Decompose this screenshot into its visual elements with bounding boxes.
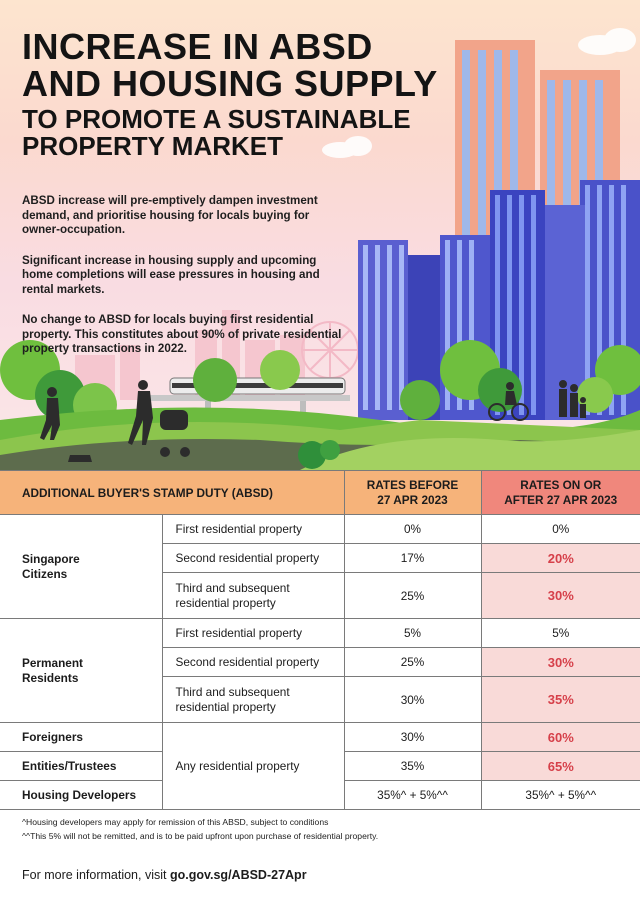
rate-before: 17% [343, 543, 482, 573]
table-header-label: ADDITIONAL BUYER'S STAMP DUTY (ABSD) [0, 470, 345, 515]
intro-paragraph: ABSD increase will pre-emptively dampen … [22, 194, 318, 236]
rate-before: 25% [343, 572, 482, 619]
intro-paragraph: No change to ABSD for locals buying firs… [22, 313, 342, 355]
table-row: Second residential property 17% 20% [0, 543, 640, 573]
table-row: Second residential property 25% 30% [0, 647, 640, 677]
hero-banner: INCREASE IN ABSD AND HOUSING SUPPLY TO P… [0, 0, 640, 470]
property-type: Third and subsequent residential propert… [161, 572, 345, 619]
intro-paragraph: Significant increase in housing supply a… [22, 253, 320, 296]
category-singapore-citizens: Singapore Citizens [0, 514, 163, 619]
header-before-line2: 27 APR 2023 [377, 492, 448, 507]
rate-before: 0% [343, 514, 482, 544]
footer: For more information, visit go.gov.sg/AB… [22, 868, 307, 882]
property-type: First residential property [161, 618, 345, 648]
category-line1: Singapore [22, 551, 80, 566]
table-row: Foreigners Any residential property 30% … [0, 722, 640, 810]
rate-after-increased: 20% [480, 543, 640, 573]
property-type-line2: residential property [175, 699, 276, 714]
property-type: First residential property [161, 514, 345, 544]
title-line-4: PROPERTY MARKET [22, 131, 283, 161]
rate-after-increased: 30% [480, 572, 640, 619]
title-line-1: INCREASE IN ABSD [22, 26, 373, 67]
property-type-line1: Third and subsequent [175, 580, 290, 595]
property-type: Third and subsequent residential propert… [161, 676, 345, 723]
header-rates-after: RATES ON OR AFTER 27 APR 2023 [480, 470, 640, 515]
footnotes-row: ^Housing developers may apply for remiss… [0, 809, 640, 852]
property-type: Second residential property [161, 543, 345, 573]
table-row: Third and subsequent residential propert… [0, 572, 640, 619]
clouds [322, 28, 636, 158]
rate-before: 30% [343, 676, 482, 723]
rate-after-increased: 35% [480, 676, 640, 723]
table-row: Singapore Citizens First residential pro… [0, 514, 640, 619]
table-row: Entities/Trustees 35% 65% [0, 751, 640, 781]
rate-after-increased: 65% [480, 751, 640, 781]
property-type-line2: residential property [175, 595, 276, 610]
rate-before: 5% [343, 618, 482, 648]
people-silhouettes [40, 380, 586, 462]
footnote: ^Housing developers may apply for remiss… [22, 817, 329, 827]
rate-before: 30% [343, 722, 482, 752]
title-line-3: TO PROMOTE A SUSTAINABLE [22, 104, 411, 134]
rate-after: 35%^ + 5%^^ [480, 780, 640, 810]
property-type: Second residential property [161, 647, 345, 677]
category-housing-developers: Housing Developers [0, 780, 163, 810]
footnote: ^^This 5% will not be remitted, and is t… [22, 831, 379, 841]
rate-after-increased: 60% [480, 722, 640, 752]
title-line-2: AND HOUSING SUPPLY [22, 63, 438, 104]
header-after-line1: RATES ON OR [520, 477, 602, 492]
table-row: Third and subsequent residential propert… [0, 676, 640, 723]
rate-before: 35%^ + 5%^^ [343, 780, 482, 810]
rate-after: 0% [480, 514, 640, 544]
footer-text: For more information, visit [22, 868, 170, 882]
table-row: Permanent Residents First residential pr… [0, 618, 640, 723]
rate-before: 35% [343, 751, 482, 781]
category-line2: Residents [22, 670, 79, 685]
property-type-any: Any residential property [161, 722, 345, 810]
category-line1: Permanent [22, 655, 83, 670]
rate-after: 5% [480, 618, 640, 648]
header-rates-before: RATES BEFORE 27 APR 2023 [343, 470, 482, 515]
intro-text: ABSD increase will pre-emptively dampen … [22, 194, 342, 373]
category-foreigners: Foreigners [0, 722, 163, 752]
footnotes: ^Housing developers may apply for remiss… [0, 809, 640, 852]
title-block: INCREASE IN ABSD AND HOUSING SUPPLY TO P… [22, 28, 462, 160]
rate-after-increased: 30% [480, 647, 640, 677]
header-before-line1: RATES BEFORE [366, 477, 459, 492]
category-permanent-residents: Permanent Residents [0, 618, 163, 723]
city-illustration [0, 28, 640, 470]
category-entities-trustees: Entities/Trustees [0, 751, 163, 781]
property-type-line1: Third and subsequent [175, 684, 290, 699]
table-header-row: ADDITIONAL BUYER'S STAMP DUTY (ABSD) RAT… [0, 470, 640, 515]
rate-before: 25% [343, 647, 482, 677]
footer-link[interactable]: go.gov.sg/ABSD-27Apr [169, 868, 307, 882]
header-after-line2: AFTER 27 APR 2023 [504, 492, 618, 507]
absd-rates-table: ADDITIONAL BUYER'S STAMP DUTY (ABSD) RAT… [0, 470, 640, 852]
category-line2: Citizens [22, 566, 68, 581]
